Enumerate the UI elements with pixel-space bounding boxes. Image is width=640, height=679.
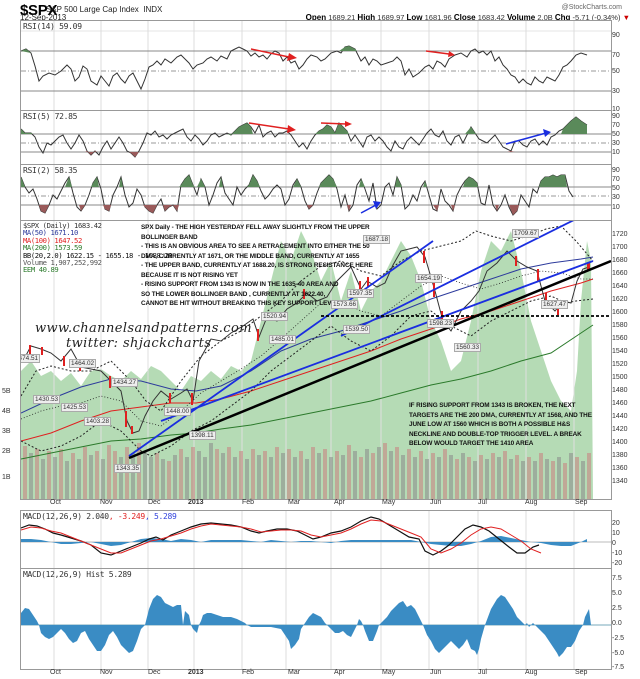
macd-label: MACD(12,26,9) 2.040, -3.249, 5.289 bbox=[23, 512, 177, 521]
price-label: 1539.50 bbox=[343, 325, 371, 334]
price-label: 1485.01 bbox=[269, 335, 297, 344]
annotation-top: SPX Daily - THE HIGH YESTERDAY FELL AWAY… bbox=[141, 224, 373, 307]
month-axis-bottom: Oct Nov Dec 2013 Feb Mar Apr May Jun Jul… bbox=[50, 669, 588, 676]
price-label: 1627.47 bbox=[541, 300, 569, 309]
macd-hist-panel: MACD(12,26,9) Hist 5.289 bbox=[20, 568, 612, 670]
price-label: 1403.28 bbox=[84, 417, 112, 426]
price-label: 1560.33 bbox=[454, 343, 482, 352]
price-label: 1343.35 bbox=[114, 464, 142, 473]
price-label: 1430.53 bbox=[33, 395, 61, 404]
price-label: 1520.94 bbox=[261, 312, 289, 321]
macd-hist-label: MACD(12,26,9) Hist 5.289 bbox=[23, 570, 132, 579]
price-label: 1573.66 bbox=[331, 300, 359, 309]
ohlc-summary: Open 1689.21 High 1689.97 Low 1681.96 Cl… bbox=[305, 13, 630, 22]
rsi2-panel: RSI(2) 58.35 bbox=[20, 164, 612, 222]
rsi5-panel: RSI(5) 72.85 bbox=[20, 110, 612, 166]
symbol: $SPX bbox=[20, 2, 58, 19]
price-label: 1598.23 bbox=[427, 319, 455, 328]
month-axis: Oct Nov Dec 2013 Feb Mar Apr May Jun Jul… bbox=[50, 499, 588, 506]
price-label: 1464.02 bbox=[69, 359, 97, 368]
price-label: 1597.35 bbox=[347, 289, 375, 298]
rsi5-label: RSI(5) 72.85 bbox=[23, 112, 78, 121]
chart-header: $SPX S&P 500 Large Cap Index INDX 12-Sep… bbox=[0, 0, 640, 22]
price-label: 1709.67 bbox=[512, 229, 540, 238]
price-label: 1434.27 bbox=[111, 378, 139, 387]
watermark-twitter: twitter: shjackcharts bbox=[66, 336, 212, 351]
price-label: 1654.19 bbox=[415, 274, 443, 283]
macd-panel: MACD(12,26,9) 2.040, -3.249, 5.289 bbox=[20, 510, 612, 570]
volume-axis: 5B 4B 3B 2B 1B bbox=[2, 388, 11, 481]
rsi14-panel: RSI(14) 59.09 bbox=[20, 20, 612, 112]
annotation-bottom: IF RISING SUPPORT FROM 1343 IS BROKEN, T… bbox=[409, 402, 592, 447]
chart-date: 12-Sep-2013 bbox=[20, 13, 67, 22]
rsi2-label: RSI(2) 58.35 bbox=[23, 166, 78, 175]
price-label: 1474.51 bbox=[21, 354, 41, 363]
price-label: 1687.18 bbox=[363, 235, 391, 244]
credit: @StockCharts.com bbox=[561, 4, 622, 11]
symbol-name: S&P 500 Large Cap Index INDX bbox=[46, 5, 163, 14]
rsi14-label: RSI(14) 59.09 bbox=[23, 22, 82, 31]
down-arrow-icon: ▼ bbox=[622, 13, 630, 22]
price-label: 1398.11 bbox=[189, 431, 216, 440]
price-label: 1448.00 bbox=[164, 407, 192, 416]
price-label: 1425.53 bbox=[61, 403, 89, 412]
watermark-website: www.channelsandpatterns.com bbox=[35, 321, 252, 336]
price-panel: $SPX (Daily) 1683.42 MA(50) 1671.10 MA(1… bbox=[20, 220, 612, 500]
price-legend: $SPX (Daily) 1683.42 MA(50) 1671.10 MA(1… bbox=[23, 221, 173, 275]
